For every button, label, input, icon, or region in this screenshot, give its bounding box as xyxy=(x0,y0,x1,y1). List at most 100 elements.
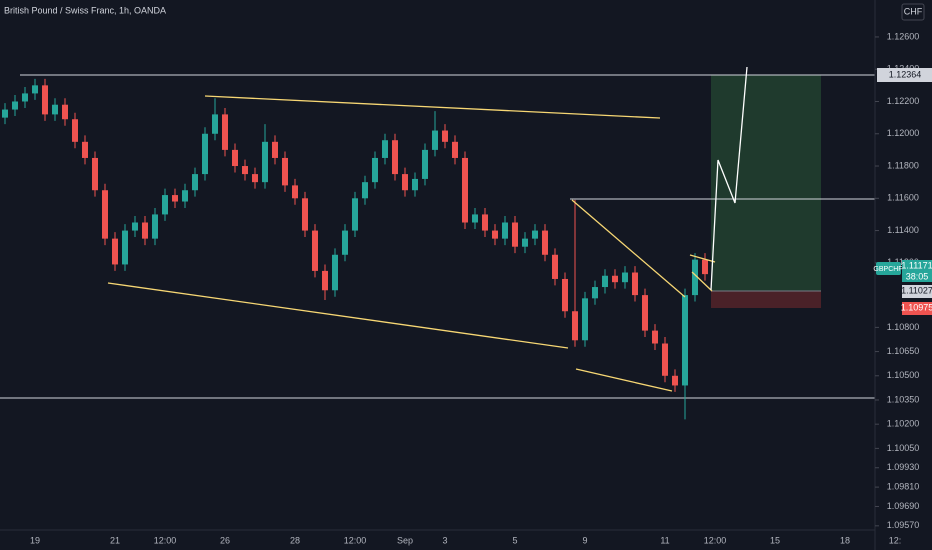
candle-body xyxy=(112,238,118,265)
y-tick-label: 1.11400 xyxy=(887,225,919,235)
candle-body xyxy=(272,141,278,158)
candle-body xyxy=(622,272,628,283)
candle-body xyxy=(212,114,218,134)
currency-label: CHF xyxy=(904,6,923,16)
candle-body xyxy=(352,198,358,231)
y-tick-label: 1.09690 xyxy=(887,501,920,511)
candle-body xyxy=(132,222,138,231)
candle-body xyxy=(412,178,418,191)
candle-body xyxy=(322,270,328,291)
candle-body xyxy=(692,259,698,296)
y-tick-label: 1.10200 xyxy=(887,419,920,429)
candle-body xyxy=(22,93,28,102)
candle-body xyxy=(12,101,18,110)
candle-body xyxy=(532,230,538,239)
candle-body xyxy=(382,140,388,158)
candle-body xyxy=(92,157,98,191)
trendline xyxy=(689,254,716,263)
candle-body xyxy=(122,230,128,265)
candle-body xyxy=(252,174,258,183)
y-tick-label: 1.09930 xyxy=(887,462,920,472)
y-tick-label: 1.12000 xyxy=(887,128,920,138)
trendline xyxy=(571,199,686,298)
candle-body xyxy=(2,109,8,118)
x-tick-label: 12:00 xyxy=(704,535,727,545)
trendline xyxy=(575,368,673,392)
candle-body xyxy=(472,214,478,223)
candle-body xyxy=(392,140,398,175)
symbol-badge xyxy=(876,262,901,275)
y-tick-label: 1.10500 xyxy=(887,370,920,380)
candle-body xyxy=(642,295,648,331)
candle-body xyxy=(662,343,668,376)
candle-body xyxy=(172,195,178,202)
candle-body xyxy=(102,190,108,239)
candle-body xyxy=(512,222,518,247)
candle-body xyxy=(192,174,198,191)
x-tick-label: 28 xyxy=(290,535,300,545)
candle-body xyxy=(432,130,438,150)
candle-body xyxy=(362,182,368,199)
y-tick-label: 1.12600 xyxy=(887,31,920,41)
level-label: 1.12364 xyxy=(889,69,922,79)
candle-body xyxy=(632,272,638,296)
candle-body xyxy=(612,275,618,283)
candle-body xyxy=(292,185,298,199)
countdown: 38:05 xyxy=(906,271,929,281)
candle-body xyxy=(162,195,168,215)
candle-body xyxy=(502,222,508,239)
candle-body xyxy=(262,141,268,183)
candle-body xyxy=(492,230,498,239)
drawings xyxy=(0,74,875,399)
candle-body xyxy=(402,174,408,191)
candle-body xyxy=(452,141,458,158)
candle-body xyxy=(342,230,348,255)
candle-body xyxy=(332,254,338,291)
y-tick-label: 1.11800 xyxy=(887,160,919,170)
candle-body xyxy=(312,230,318,271)
x-tick-label: 3 xyxy=(442,535,447,545)
x-tick-label: 18 xyxy=(840,535,850,545)
candle-body xyxy=(72,119,78,142)
candle-body xyxy=(682,295,688,386)
candle-body xyxy=(302,198,308,231)
candle-body xyxy=(242,166,248,175)
x-tick-label: 12:00 xyxy=(344,535,367,545)
candle-body xyxy=(542,230,548,255)
projection-path xyxy=(710,66,748,291)
y-tick-label: 1.11600 xyxy=(887,193,919,203)
x-tick-label: 11 xyxy=(660,535,669,545)
candle-body xyxy=(552,254,558,279)
candle-body xyxy=(42,85,48,115)
x-tick-label: 26 xyxy=(220,535,230,545)
level-badge xyxy=(902,302,932,315)
candle-body xyxy=(222,114,228,150)
candle-body xyxy=(442,130,448,142)
level-label: 1.10975 xyxy=(901,302,932,312)
candle-body xyxy=(582,298,588,341)
candle-body xyxy=(142,222,148,239)
level-label: 1.11027 xyxy=(901,285,932,295)
candle-body xyxy=(522,238,528,247)
y-tick-label: 1.10050 xyxy=(887,443,920,453)
x-tick-label: 12: xyxy=(889,535,902,545)
currency-box[interactable] xyxy=(901,3,925,21)
candle-body xyxy=(672,375,678,386)
x-tick-label: 19 xyxy=(30,535,40,545)
candle-body xyxy=(62,104,68,120)
x-tick-label: 15 xyxy=(770,535,780,545)
candle-body xyxy=(572,311,578,341)
candle-body xyxy=(82,141,88,158)
candle-body xyxy=(422,149,428,179)
candle-body xyxy=(602,275,608,288)
x-tick-label: 21 xyxy=(110,535,120,545)
chart-title: British Pound / Swiss Franc, 1h, OANDA xyxy=(4,5,166,15)
x-tick-label: Sep xyxy=(397,535,413,545)
candle-body xyxy=(282,157,288,186)
candle-body xyxy=(152,214,158,239)
level-badge xyxy=(902,285,932,298)
trendline xyxy=(691,271,713,292)
y-tick-label: 1.09810 xyxy=(887,481,920,491)
